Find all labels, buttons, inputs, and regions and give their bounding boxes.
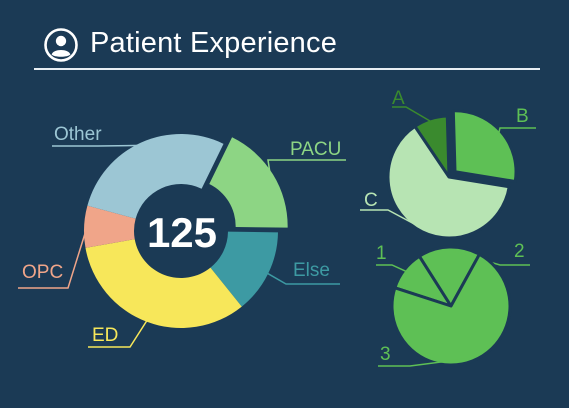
- donut-label-ed: ED: [92, 325, 118, 346]
- donut-label-other: Other: [54, 124, 102, 145]
- pie-abc-label-a: A: [392, 88, 405, 109]
- pie-chart-123: 1 2 3: [376, 241, 530, 366]
- donut-leader-pacu: [268, 160, 346, 176]
- pie-chart-abc: A B C: [360, 88, 536, 238]
- donut-slice-pacu: [209, 137, 287, 227]
- donut-center-value: 125: [147, 209, 217, 256]
- donut-leader-other: [52, 145, 142, 146]
- donut-label-else: Else: [293, 260, 330, 281]
- pie-abc-label-b: B: [516, 106, 529, 127]
- pie-123-label-3: 3: [380, 344, 391, 365]
- donut-chart: PACU Else ED OPC Other 125: [18, 124, 346, 347]
- donut-label-pacu: PACU: [290, 139, 341, 160]
- pie-123-label-1: 1: [376, 243, 387, 264]
- donut-label-opc: OPC: [22, 262, 63, 283]
- pie-123-label-2: 2: [514, 241, 525, 262]
- pie-abc-slice-b: [453, 111, 516, 182]
- donut-slice-other: [87, 134, 223, 219]
- pie-abc-leader-b: [499, 128, 536, 134]
- pie-abc-label-c: C: [364, 190, 378, 211]
